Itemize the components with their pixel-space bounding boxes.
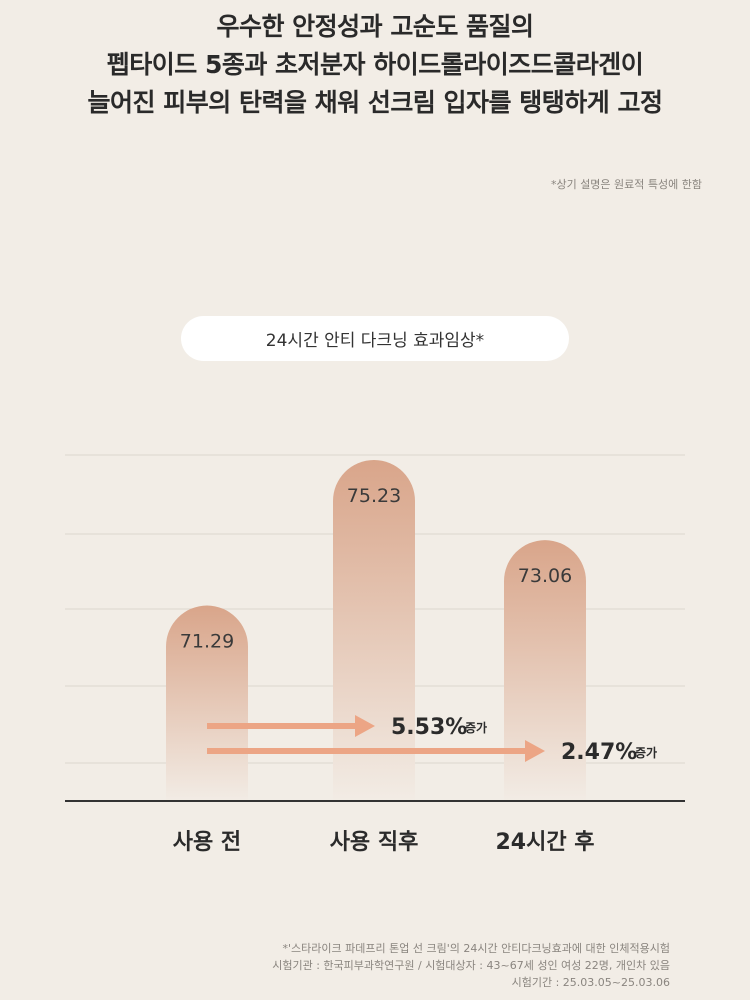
increase-percent-label: 5.53% (391, 715, 467, 740)
increase-suffix-label: 증가 (635, 745, 657, 760)
category-label: 사용 직후 (330, 830, 419, 855)
footnote-line-3: 시험기간 : 25.03.05~25.03.06 (511, 976, 670, 989)
test-title: 24시간 안티 다크닝 효과임상* (265, 331, 485, 351)
headline: 우수한 안정성과 고순도 품질의 펩타이드 5종과 초저분자 하이드롤라이즈드콜… (0, 8, 750, 122)
bar-value-label: 75.23 (347, 485, 401, 507)
bar (333, 460, 415, 801)
increase-suffix-label: 증가 (465, 720, 487, 735)
clinical-footnote: *'스타라이크 파데프리 톤업 선 크림'의 24시간 안티다크닝효과에 대한 … (272, 940, 670, 991)
bar (504, 540, 586, 801)
increase-percent-label: 2.47% (561, 740, 637, 765)
headline-line-3: 늘어진 피부의 탄력을 채워 선크림 입자를 탱탱하게 고정 (87, 88, 663, 117)
test-title-pill: 24시간 안티 다크닝 효과임상* (181, 316, 569, 361)
footnote-line-2: 시험기관 : 한국피부과학연구원 / 시험대상자 : 43~67세 성인 여성 … (272, 959, 670, 972)
increase-arrow-head (525, 740, 545, 762)
footnote-line-1: *'스타라이크 파데프리 톤업 선 크림'의 24시간 안티다크닝효과에 대한 … (282, 942, 670, 955)
bar-value-label: 73.06 (518, 565, 572, 587)
headline-line-1: 우수한 안정성과 고순도 품질의 (216, 12, 534, 41)
headline-line-2: 펩타이드 5종과 초저분자 하이드롤라이즈드콜라겐이 (106, 50, 644, 79)
ingredient-disclaimer: *상기 설명은 원료적 특성에 한함 (550, 178, 702, 191)
increase-arrow-head (355, 715, 375, 737)
category-label: 사용 전 (173, 830, 241, 855)
bar-value-label: 71.29 (180, 631, 234, 653)
category-label: 24시간 후 (496, 830, 595, 855)
